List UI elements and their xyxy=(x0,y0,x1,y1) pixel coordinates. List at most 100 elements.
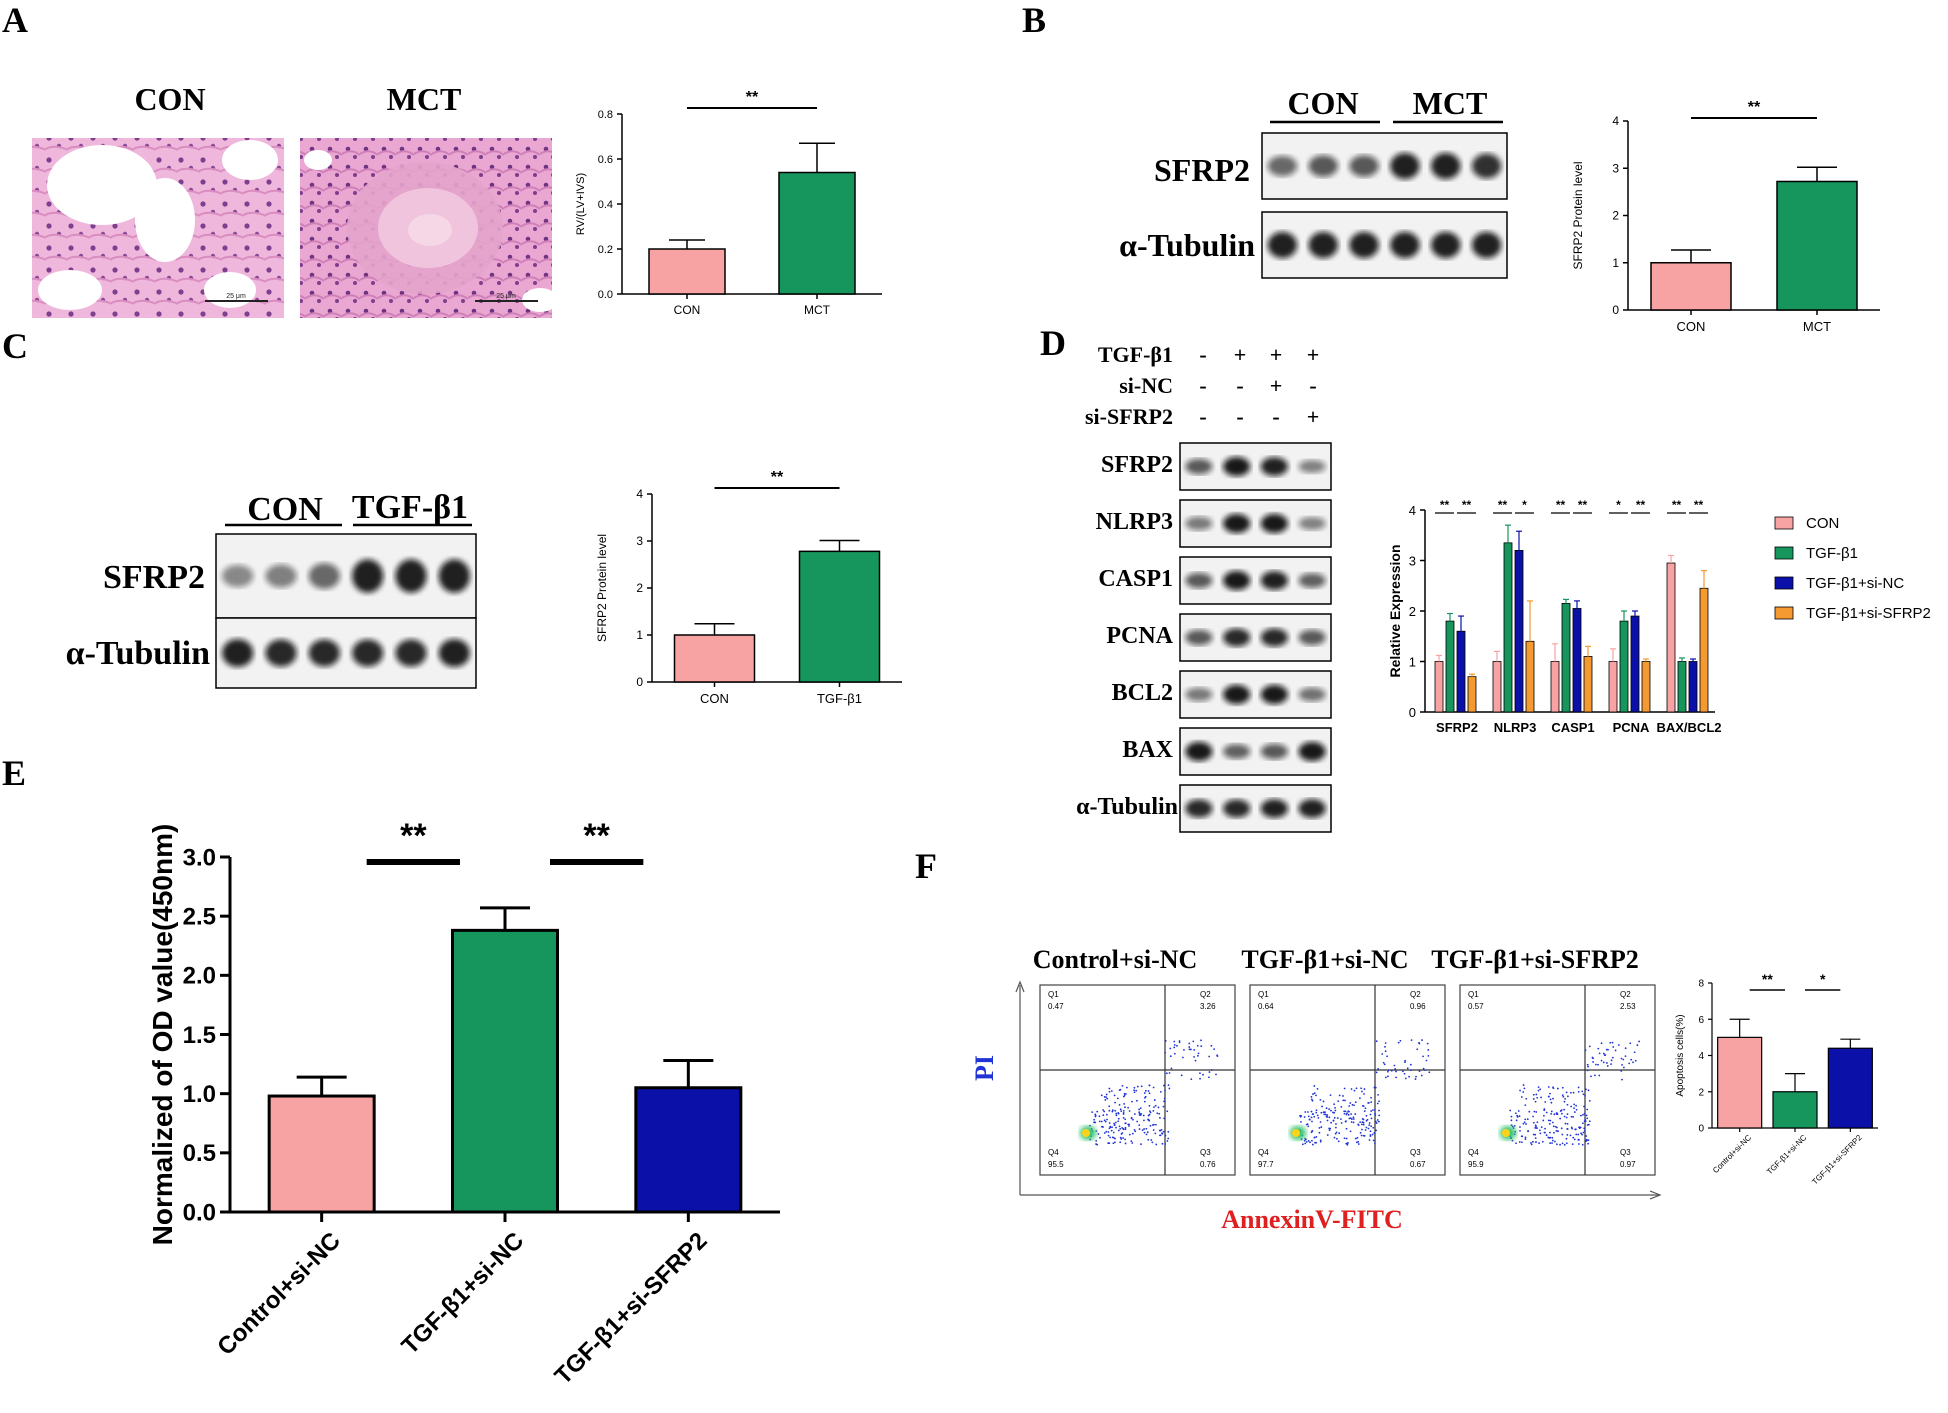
flow-dot xyxy=(1587,1089,1590,1092)
flow-dot xyxy=(1511,1139,1514,1142)
flow-dot xyxy=(1349,1130,1352,1133)
flow-dot xyxy=(1570,1126,1573,1129)
flow-dot xyxy=(1312,1113,1314,1115)
flow-dot xyxy=(1154,1123,1157,1126)
bar-mct xyxy=(778,171,856,295)
flow-dot xyxy=(1349,1117,1352,1120)
flow-dot xyxy=(1410,1039,1413,1042)
flow-dot xyxy=(1162,1130,1165,1133)
flow-dot xyxy=(1096,1110,1099,1113)
flow-dot xyxy=(1556,1143,1558,1146)
blot-b-group-mct: MCT xyxy=(1413,85,1488,121)
flow-dot xyxy=(1369,1130,1372,1133)
flow-dot xyxy=(1428,1071,1431,1074)
flow-dot xyxy=(1122,1137,1124,1139)
flow-dot xyxy=(1566,1122,1569,1125)
histology-label-con: CON xyxy=(134,81,205,117)
flow-dot xyxy=(1128,1110,1131,1112)
flow-dot xyxy=(1107,1142,1110,1144)
flow-dot xyxy=(1410,1069,1412,1072)
blot-b-tubulin-band xyxy=(1390,231,1420,259)
x-tick-label: TGF-β1+si-SFRP2 xyxy=(1810,1133,1864,1187)
flow-x-arrow xyxy=(1649,1190,1662,1200)
y-tick-label: 0.5 xyxy=(183,1140,216,1167)
flow-dot xyxy=(1375,1040,1378,1043)
flow-dot xyxy=(1131,1132,1134,1135)
blot-b-tubulin-band xyxy=(1308,231,1338,259)
flow-dot xyxy=(1348,1110,1350,1113)
flow-dot xyxy=(1152,1123,1155,1126)
flow-dot xyxy=(1580,1114,1582,1117)
bar-tgf-1 xyxy=(1561,603,1571,713)
flow-dot xyxy=(1534,1100,1537,1103)
flow-dot xyxy=(1532,1098,1535,1100)
flow-dot xyxy=(1586,1063,1589,1066)
flow-dot xyxy=(1122,1109,1125,1112)
y-tick-label: 0.0 xyxy=(598,289,613,301)
flow-dot xyxy=(1549,1098,1552,1101)
flow-dot xyxy=(1163,1100,1165,1103)
blot-d-label-bax: BAX xyxy=(1122,737,1173,763)
flow-dot xyxy=(1534,1126,1537,1129)
blot-d-row-band xyxy=(1260,571,1288,590)
flow-dot xyxy=(1370,1110,1373,1112)
flow-dot xyxy=(1114,1137,1116,1140)
flow-dot xyxy=(1563,1115,1566,1118)
y-tick-label: 1.0 xyxy=(183,1081,216,1108)
flow-dot xyxy=(1577,1143,1580,1145)
flow-dot xyxy=(1418,1042,1421,1045)
blot-d-row-band xyxy=(1298,799,1326,818)
flow-dot xyxy=(1178,1041,1181,1044)
flow-dot xyxy=(1310,1131,1313,1134)
flow-dot xyxy=(1524,1136,1527,1139)
flow-dot xyxy=(1125,1093,1127,1095)
blot-b-sfrp2-band xyxy=(1390,152,1420,180)
flow-dot xyxy=(1370,1117,1373,1120)
flow-dot xyxy=(1386,1070,1389,1073)
flow-plot-frame xyxy=(1039,984,1236,1176)
flow-dot xyxy=(1095,1139,1098,1142)
flow-dot xyxy=(1145,1127,1148,1130)
flow-dot xyxy=(1368,1101,1370,1104)
bar-tgf-1-si-sfrp2 xyxy=(1641,661,1651,713)
flow-dot xyxy=(1344,1120,1347,1123)
flow-title-control: Control+si-NC xyxy=(1033,945,1198,974)
flow-dot xyxy=(1304,1111,1307,1113)
y-axis-label: SFRP2 Protein level xyxy=(1571,161,1585,269)
flow-dot xyxy=(1307,1125,1310,1128)
chart-f: 0 2 4 6 8 Apoptosis cells(%) Control+si-NC TGF-… xyxy=(1675,971,1878,1187)
flow-dot xyxy=(1535,1111,1538,1113)
flow-dot xyxy=(1117,1129,1120,1132)
flow-dot xyxy=(1559,1117,1562,1120)
flow-dot xyxy=(1097,1133,1100,1135)
flow-dot xyxy=(1354,1101,1357,1104)
flow-dot xyxy=(1370,1101,1373,1104)
flow-dot xyxy=(1386,1055,1388,1058)
flow-dot xyxy=(1122,1113,1125,1115)
flow-dot xyxy=(1103,1132,1106,1134)
flow-dot xyxy=(1115,1126,1117,1129)
flow-dot xyxy=(1552,1097,1554,1100)
flow-dot xyxy=(1124,1128,1127,1131)
flow-dot xyxy=(1381,1053,1384,1055)
flow-dot xyxy=(1373,1132,1376,1134)
flow-dot xyxy=(1312,1093,1314,1095)
flow-dot xyxy=(1145,1133,1148,1136)
flow-dot xyxy=(1163,1117,1165,1120)
flow-dot xyxy=(1565,1116,1568,1119)
blot-c-sfrp2-band xyxy=(438,559,470,593)
blot-d-row-band xyxy=(1185,687,1213,702)
y-tick-label: 0 xyxy=(636,675,643,689)
flow-dot xyxy=(1337,1100,1340,1103)
flow-dot xyxy=(1176,1044,1178,1047)
legend-swatch xyxy=(1774,576,1794,590)
panel-letter-f: F xyxy=(915,846,937,886)
panel-letter-a: A xyxy=(2,0,28,40)
flow-dot xyxy=(1196,1044,1199,1047)
blot-b-group-con: CON xyxy=(1287,85,1358,121)
flow-q1-value: 0.57 xyxy=(1468,1002,1484,1011)
flow-dot xyxy=(1119,1127,1122,1130)
flow-dot xyxy=(1581,1143,1584,1146)
flow-dot xyxy=(1100,1120,1103,1123)
blot-c-sfrp2-band xyxy=(352,559,384,593)
